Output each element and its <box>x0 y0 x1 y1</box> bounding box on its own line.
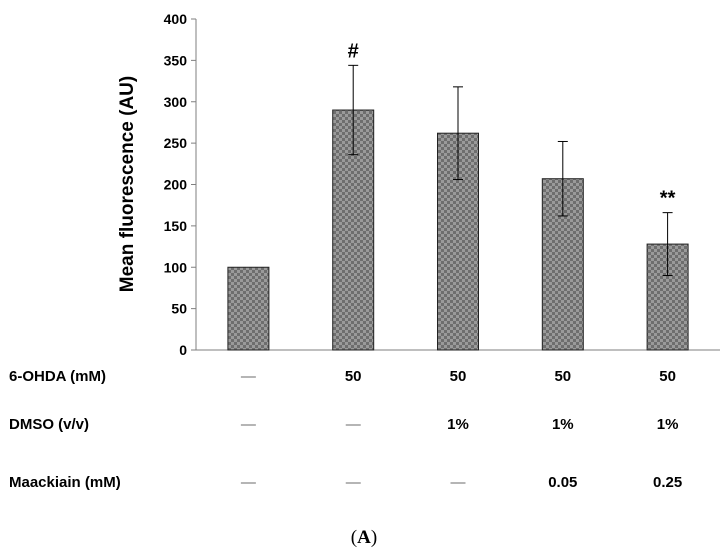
treatment-cell: 1% <box>552 416 574 433</box>
y-tick-label: 300 <box>164 94 188 110</box>
treatment-cell: — <box>346 416 361 433</box>
treatment-cell: — <box>451 474 466 491</box>
error-bars <box>348 64 673 277</box>
y-tick-label: 250 <box>164 135 188 151</box>
y-axis: 0 50 100 150 200 250 300 350 400 <box>164 11 720 358</box>
treatment-cell: 50 <box>450 368 467 385</box>
treatment-cell: 50 <box>554 368 571 385</box>
treatment-cell: 0.25 <box>653 474 682 491</box>
y-tick-label: 350 <box>164 52 188 68</box>
y-tick-label: 100 <box>164 259 188 275</box>
treatment-cell: — <box>241 368 256 385</box>
treatment-cell: 50 <box>659 368 676 385</box>
treatment-cell: 50 <box>345 368 362 385</box>
y-tick-label: 0 <box>179 342 187 358</box>
treatment-cell: — <box>241 474 256 491</box>
y-axis-label: Mean fluorescence (AU) <box>117 76 138 292</box>
treatment-cell: — <box>346 474 361 491</box>
significance-marker: ** <box>660 188 676 210</box>
treatment-cell: 1% <box>447 416 469 433</box>
treatment-row-label: DMSO (v/v) <box>9 416 89 433</box>
significance-marker: # <box>348 40 359 62</box>
treatment-cell: 0.05 <box>548 474 577 491</box>
treatment-cell: 1% <box>657 416 679 433</box>
panel-letter: A <box>357 527 371 548</box>
y-tick-label: 50 <box>171 301 187 317</box>
significance-markers: # ** <box>348 40 676 209</box>
treatment-cell: — <box>241 416 256 433</box>
y-tick-label: 200 <box>164 177 188 193</box>
treatment-row-label: Maackiain (mM) <box>9 474 121 491</box>
treatment-table: 6-OHDA (mM) — 50 50 50 50 DMSO (v/v) — — 1% 1% 1% Ma… <box>9 368 682 491</box>
bar <box>227 266 270 351</box>
treatment-row-label: 6-OHDA (mM) <box>9 368 106 385</box>
y-tick-label: 400 <box>164 11 188 27</box>
panel-label: (A) <box>351 527 377 548</box>
y-tick-label: 150 <box>164 218 188 234</box>
